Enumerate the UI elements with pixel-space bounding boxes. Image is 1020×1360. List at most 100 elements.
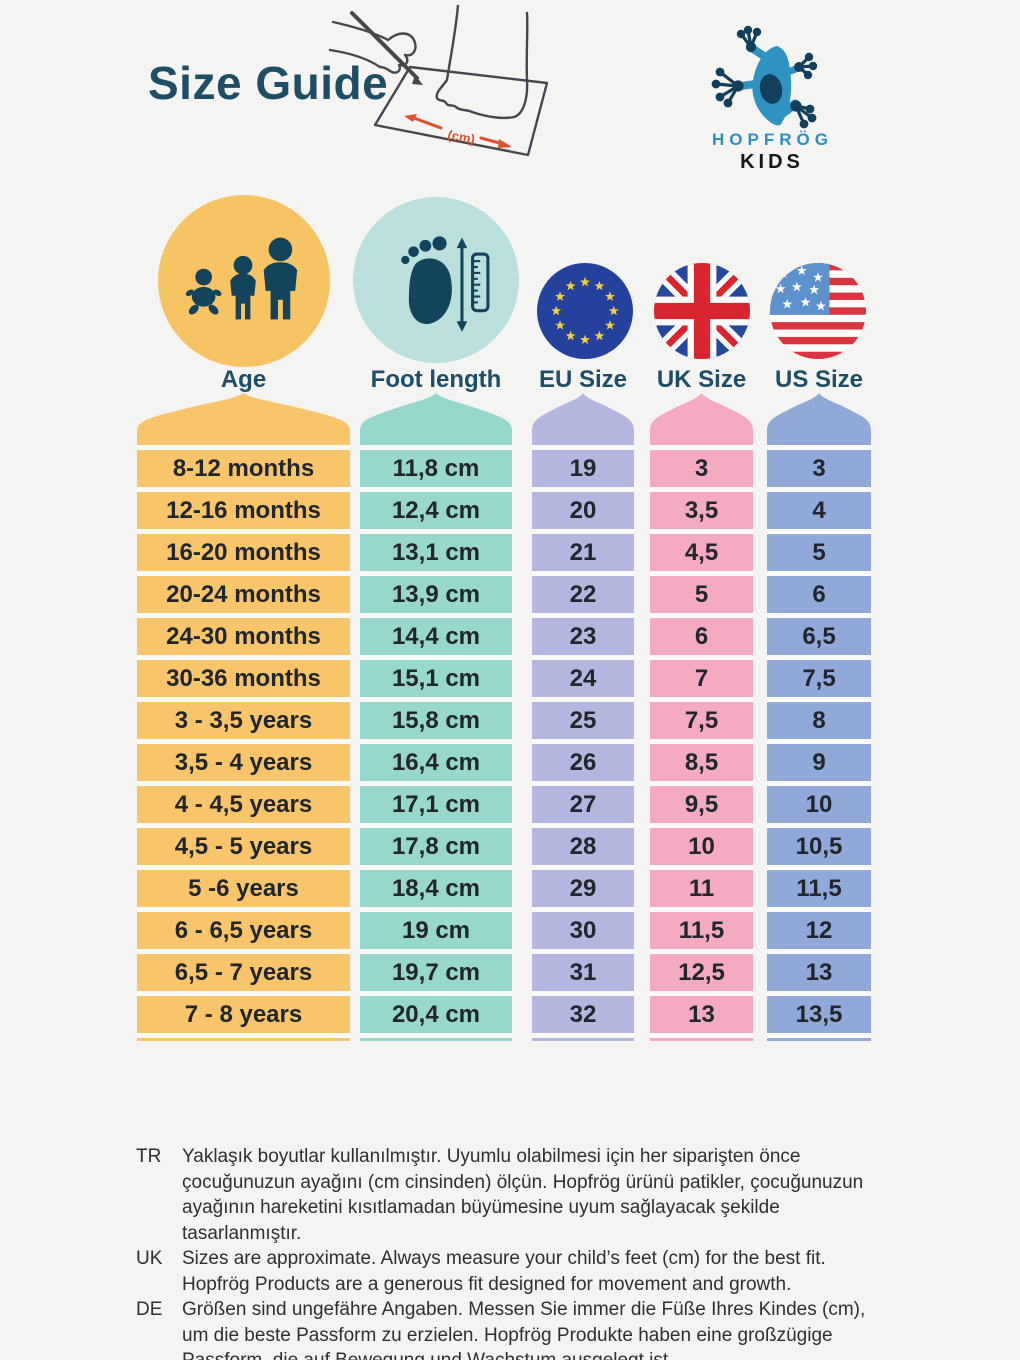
frog-left-foot: [711, 67, 744, 108]
footnotes: TR Yaklaşık boyutlar kullanılmıştır. Uyu…: [136, 1144, 886, 1360]
arm-outline: [331, 20, 390, 42]
table-cell-uk: 7: [650, 655, 753, 697]
table-cell-eu: 31: [532, 949, 634, 991]
eu-flag-icon: [537, 263, 633, 359]
column-header-us-size: US Size: [774, 366, 864, 393]
note-lang-label: DE: [136, 1299, 163, 1320]
table-cell-foot: 20,4 cm: [360, 991, 512, 1033]
column-header-eu-size: EU Size: [538, 366, 628, 393]
table-cell-foot: 14,4 cm: [360, 613, 512, 655]
cutoff-row-strip: [532, 1033, 634, 1041]
family-icon: [185, 237, 298, 320]
note-text: Größen sind ungefähre Angaben. Messen Si…: [182, 1299, 866, 1360]
foot-length-icon: [353, 197, 519, 363]
column-eu-size: 19 20 21 22 23 24 25 26 27 28 29 30 31 32: [532, 393, 634, 1041]
pencil: [350, 11, 419, 80]
column-cells: 3 4 5 6 6,5 7,5 8 9 10 10,5 11,5 12 13 13,5: [767, 445, 871, 1041]
column-arch: [650, 393, 753, 445]
table-cell-us: 4: [767, 487, 871, 529]
column-cells: 19 20 21 22 23 24 25 26 27 28 29 30 31 32: [532, 445, 634, 1041]
table-cell-eu: 23: [532, 613, 634, 655]
table-cell-foot: 12,4 cm: [360, 487, 512, 529]
note-de: DE Größen sind ungefähre Angaben. Messen…: [136, 1297, 886, 1360]
table-cell-age: 30-36 months: [137, 655, 350, 697]
arrow-head-left: [404, 114, 417, 122]
table-cell-eu: 27: [532, 781, 634, 823]
table-cell-age: 12-16 months: [137, 487, 350, 529]
uk-flag-icon: [654, 263, 750, 359]
column-arch: [767, 393, 871, 445]
table-cell-uk: 13: [650, 991, 753, 1033]
table-cell-eu: 30: [532, 907, 634, 949]
table-cell-foot: 15,1 cm: [360, 655, 512, 697]
column-header-age: Age: [220, 366, 267, 393]
us-flag-icon: [770, 263, 866, 359]
table-cell-uk: 12,5: [650, 949, 753, 991]
table-cell-eu: 21: [532, 529, 634, 571]
table-cell-uk: 4,5: [650, 529, 753, 571]
table-cell-age: 5 -6 years: [137, 865, 350, 907]
table-cell-age: 6,5 - 7 years: [137, 949, 350, 991]
arrow-segment-left: [412, 116, 443, 130]
column-uk-size: 3 3,5 4,5 5 6 7 7,5 8,5 9,5 10 11 11,5 12,5 13: [650, 393, 753, 1041]
table-cell-us: 13,5: [767, 991, 871, 1033]
arm-outline-2: [328, 48, 382, 69]
column-age: 8-12 months 12-16 months 16-20 months 20-24…: [137, 393, 350, 1041]
frog-icon: [711, 25, 818, 129]
table-cell-age: 8-12 months: [137, 445, 350, 487]
table-cell-uk: 8,5: [650, 739, 753, 781]
table-cell-us: 3: [767, 445, 871, 487]
note-text: Sizes are approximate. Always measure yo…: [182, 1248, 826, 1295]
column-foot-length: 11,8 cm 12,4 cm 13,1 cm 13,9 cm 14,4 cm 15,1 …: [360, 393, 512, 1041]
hand-outline: [378, 32, 417, 74]
table-cell-uk: 3,5: [650, 487, 753, 529]
table-cell-foot: 19 cm: [360, 907, 512, 949]
age-icon: [158, 195, 330, 367]
table-cell-uk: 7,5: [650, 697, 753, 739]
column-arch: [137, 393, 350, 445]
frog-rear-right-foot: [790, 100, 817, 129]
table-cell-eu: 25: [532, 697, 634, 739]
column-cells: 3 3,5 4,5 5 6 7 7,5 8,5 9,5 10 11 11,5 12,5 13: [650, 445, 753, 1041]
brand-subname: KIDS: [740, 151, 804, 173]
table-cell-foot: 13,9 cm: [360, 571, 512, 613]
table-cell-eu: 22: [532, 571, 634, 613]
cm-label: (cm): [446, 127, 476, 147]
cutoff-row-strip: [360, 1033, 512, 1041]
paper-outline: [373, 65, 549, 157]
table-cell-us: 8: [767, 697, 871, 739]
table-cell-uk: 6: [650, 613, 753, 655]
foot-outline: [435, 5, 529, 120]
table-cell-eu: 20: [532, 487, 634, 529]
table-cell-age: 24-30 months: [137, 613, 350, 655]
table-cell-eu: 26: [532, 739, 634, 781]
column-cells: 8-12 months 12-16 months 16-20 months 20-24…: [137, 445, 350, 1041]
foot-ruler-icon: [401, 236, 490, 332]
table-cell-us: 12: [767, 907, 871, 949]
foot-measuring-illustration: (cm): [328, 5, 549, 157]
note-uk: UK Sizes are approximate. Always measure…: [136, 1246, 886, 1297]
table-cell-age: 20-24 months: [137, 571, 350, 613]
cutoff-row-strip: [650, 1033, 753, 1041]
arrow-head-right: [498, 139, 512, 148]
note-text: Yaklaşık boyutlar kullanılmıştır. Uyumlu…: [182, 1146, 864, 1244]
column-cells: 11,8 cm 12,4 cm 13,1 cm 13,9 cm 14,4 cm 15,1 …: [360, 445, 512, 1041]
table-cell-foot: 17,8 cm: [360, 823, 512, 865]
table-cell-us: 10,5: [767, 823, 871, 865]
table-cell-us: 11,5: [767, 865, 871, 907]
table-cell-uk: 3: [650, 445, 753, 487]
table-cell-age: 3,5 - 4 years: [137, 739, 350, 781]
table-cell-uk: 5: [650, 571, 753, 613]
table-cell-age: 4 - 4,5 years: [137, 781, 350, 823]
page-title: Size Guide: [148, 57, 389, 109]
pencil-tip: [412, 75, 423, 85]
table-cell-foot: 17,1 cm: [360, 781, 512, 823]
note-lang-label: UK: [136, 1248, 163, 1269]
column-us-size: 3 4 5 6 6,5 7,5 8 9 10 10,5 11,5 12 13 13,5: [767, 393, 871, 1041]
table-cell-foot: 16,4 cm: [360, 739, 512, 781]
column-header-foot-length: Foot length: [370, 366, 502, 393]
column-arch: [532, 393, 634, 445]
table-cell-age: 3 - 3,5 years: [137, 697, 350, 739]
frog-front-right-foot: [793, 52, 818, 80]
